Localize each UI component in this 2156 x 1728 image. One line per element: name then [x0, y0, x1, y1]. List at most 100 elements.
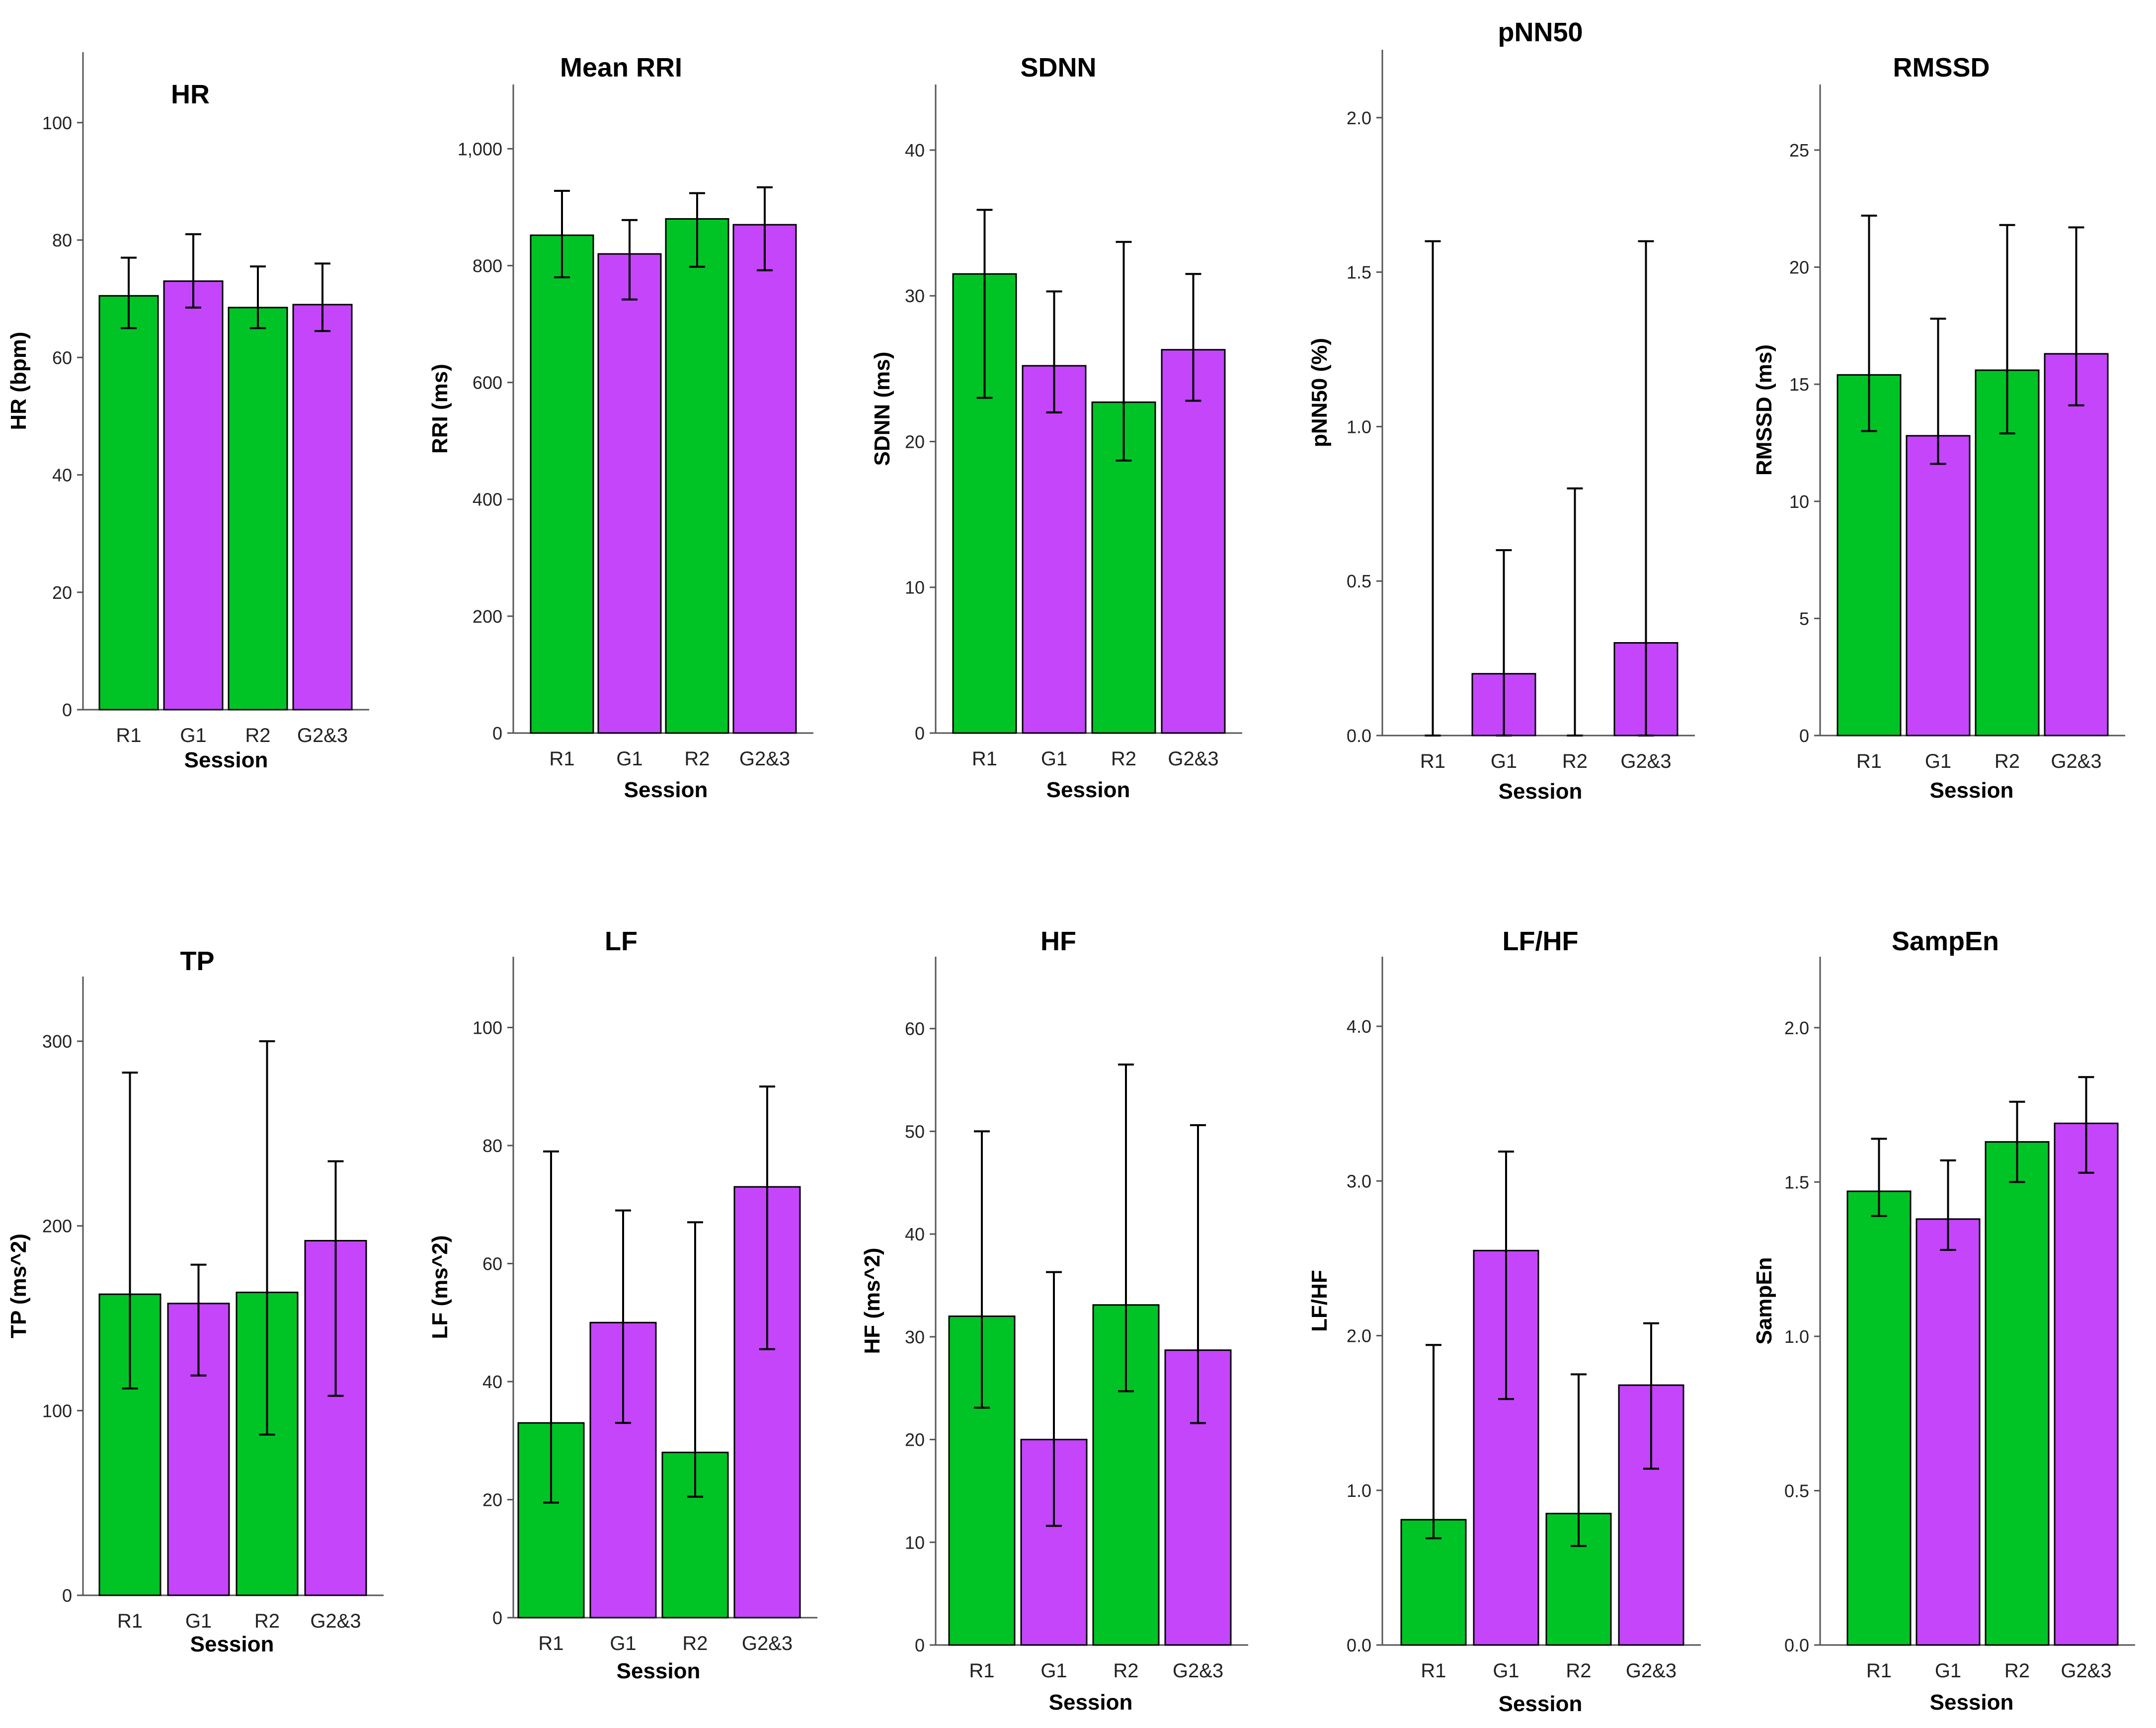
x-category-label: G1: [616, 748, 642, 770]
x-axis-label: Session: [624, 778, 708, 802]
x-category-label: G2&3: [742, 1633, 793, 1654]
y-tick-label: 30: [905, 1327, 925, 1347]
y-tick-label: 60: [52, 347, 72, 368]
chart-title: pNN50: [1498, 17, 1583, 47]
y-tick-label: 80: [482, 1136, 502, 1156]
x-category-label: R1: [1421, 1660, 1446, 1682]
y-tick-label: 100: [42, 1400, 72, 1421]
chart-title: TP: [180, 946, 214, 976]
x-category-label: R1: [1856, 750, 1882, 772]
y-tick-label: 0.0: [1347, 1635, 1371, 1655]
y-axis-label: SampEn: [1752, 1257, 1776, 1344]
x-category-label: R1: [1866, 1660, 1892, 1682]
x-category-label: G1: [1493, 1660, 1519, 1682]
y-tick-label: 5: [1799, 608, 1809, 629]
y-tick-label: 400: [473, 490, 502, 510]
y-tick-label: 40: [482, 1372, 502, 1392]
x-category-label: G2&3: [1620, 750, 1671, 772]
bar-g2and3: [732, 224, 797, 734]
y-axis-label: LF/HF: [1307, 1270, 1332, 1332]
bar-r1: [1837, 374, 1902, 737]
y-tick-label: 1.0: [1347, 416, 1371, 437]
y-tick-label: 60: [905, 1019, 925, 1039]
y-tick-label: 1.0: [1347, 1481, 1371, 1501]
y-axis-label: HF (ms^2): [860, 1248, 884, 1354]
bar-g1: [163, 280, 224, 711]
bar-g2and3: [2044, 353, 2109, 737]
x-category-label: R2: [1562, 750, 1588, 772]
x-category-label: R1: [116, 725, 141, 746]
bar-g1: [1022, 365, 1087, 734]
y-tick-label: 40: [905, 140, 925, 161]
y-tick-label: 0.0: [1784, 1635, 1809, 1655]
chart-title: LF/HF: [1503, 926, 1579, 956]
chart-panel-sampen: 0.0 0.5 1.0 1.5 2.0 R1 G1 R2 G2&3 SampEn Session Sa…: [1752, 926, 2135, 1715]
chart-title: SDNN: [1020, 53, 1096, 82]
y-tick-label: 40: [52, 465, 72, 486]
y-tick-label: 15: [1789, 374, 1809, 395]
y-axis-label: HR (bpm): [6, 332, 31, 430]
y-tick-label: 20: [52, 582, 72, 603]
x-category-label: R2: [1995, 750, 2020, 772]
bar-g2and3: [292, 304, 353, 711]
x-axis-label: Session: [1499, 779, 1583, 804]
x-axis-label: Session: [1499, 1692, 1583, 1716]
chart-panel-pnn50: 0.0 0.5 1.0 1.5 2.0 R1 G1 R2 G2&3 pNN50 Session pNN…: [1307, 17, 1695, 804]
chart-title: SampEn: [1892, 926, 1999, 956]
y-tick-label: 600: [473, 373, 502, 393]
bar-r2: [228, 307, 288, 711]
x-category-label: R2: [2004, 1660, 2030, 1682]
chart-title: LF: [605, 926, 638, 956]
x-category-label: G2&3: [297, 725, 348, 746]
x-axis-label: Session: [184, 748, 268, 772]
y-tick-label: 80: [52, 230, 72, 250]
y-tick-label: 1.5: [1784, 1172, 1809, 1192]
y-axis-label: LF (ms^2): [428, 1235, 452, 1339]
x-category-label: R1: [549, 748, 574, 770]
x-category-label: G1: [1491, 750, 1517, 772]
x-category-label: R2: [254, 1610, 280, 1632]
y-tick-label: 10: [905, 1532, 925, 1553]
y-tick-label: 25: [1789, 140, 1809, 161]
y-tick-label: 2.0: [1347, 108, 1371, 128]
x-category-label: G1: [1041, 748, 1067, 770]
y-tick-label: 60: [482, 1254, 502, 1274]
y-tick-label: 2.0: [1347, 1326, 1371, 1346]
y-tick-label: 0: [62, 700, 72, 720]
chart-panel-sdnn: 0 10 20 30 40 R1 G1 R2 G2&3 SDNN Session SDNN (ms): [870, 53, 1242, 802]
x-axis-label: Session: [1049, 1690, 1133, 1715]
bar-g1: [1906, 435, 1971, 737]
x-axis-label: Session: [1930, 778, 2014, 803]
chart-title: Mean RRI: [560, 53, 682, 82]
y-axis-label: RRI (ms): [428, 364, 452, 454]
x-category-label: R2: [682, 1633, 708, 1654]
y-tick-label: 0: [492, 723, 502, 743]
y-tick-label: 100: [473, 1018, 502, 1038]
y-tick-label: 0: [915, 1635, 925, 1655]
x-category-label: R2: [1566, 1660, 1591, 1682]
y-tick-label: 10: [1789, 492, 1809, 512]
x-category-label: G2&3: [1168, 748, 1218, 770]
x-category-label: G2&3: [2061, 1660, 2111, 1682]
y-tick-label: 1.5: [1347, 262, 1371, 283]
y-axis-label: SDNN (ms): [870, 352, 894, 466]
bar-g1: [1916, 1218, 1981, 1646]
y-tick-label: 200: [42, 1216, 72, 1236]
y-tick-label: 20: [482, 1490, 502, 1510]
y-tick-label: 300: [42, 1031, 72, 1052]
y-tick-label: 0.0: [1347, 726, 1371, 746]
y-tick-label: 1.0: [1784, 1326, 1809, 1347]
chart-panel-mean-rri: 0 200 400 600 800 1,000 R1 G1 R2 G2&3 Mean RRI Sess…: [428, 53, 813, 802]
y-tick-label: 0.5: [1347, 571, 1371, 591]
x-category-label: R2: [1113, 1660, 1138, 1682]
y-tick-label: 0: [915, 723, 925, 743]
x-category-label: G1: [185, 1610, 212, 1632]
chart-title: HR: [171, 80, 210, 109]
y-tick-label: 800: [473, 255, 502, 276]
x-category-label: G2&3: [2051, 750, 2101, 772]
y-axis-label: pNN50 (%): [1307, 338, 1332, 447]
chart-panel-lf-hf: 0.0 1.0 2.0 3.0 4.0 R1 G1 R2 G2&3 LF/HF Session LF/…: [1307, 926, 1701, 1716]
chart-panel-hf: 0 10 20 30 40 50 60 R1 G1 R2 G2&3 HF Session HF (ms^2…: [860, 926, 1248, 1715]
bar-r1: [1846, 1190, 1912, 1646]
